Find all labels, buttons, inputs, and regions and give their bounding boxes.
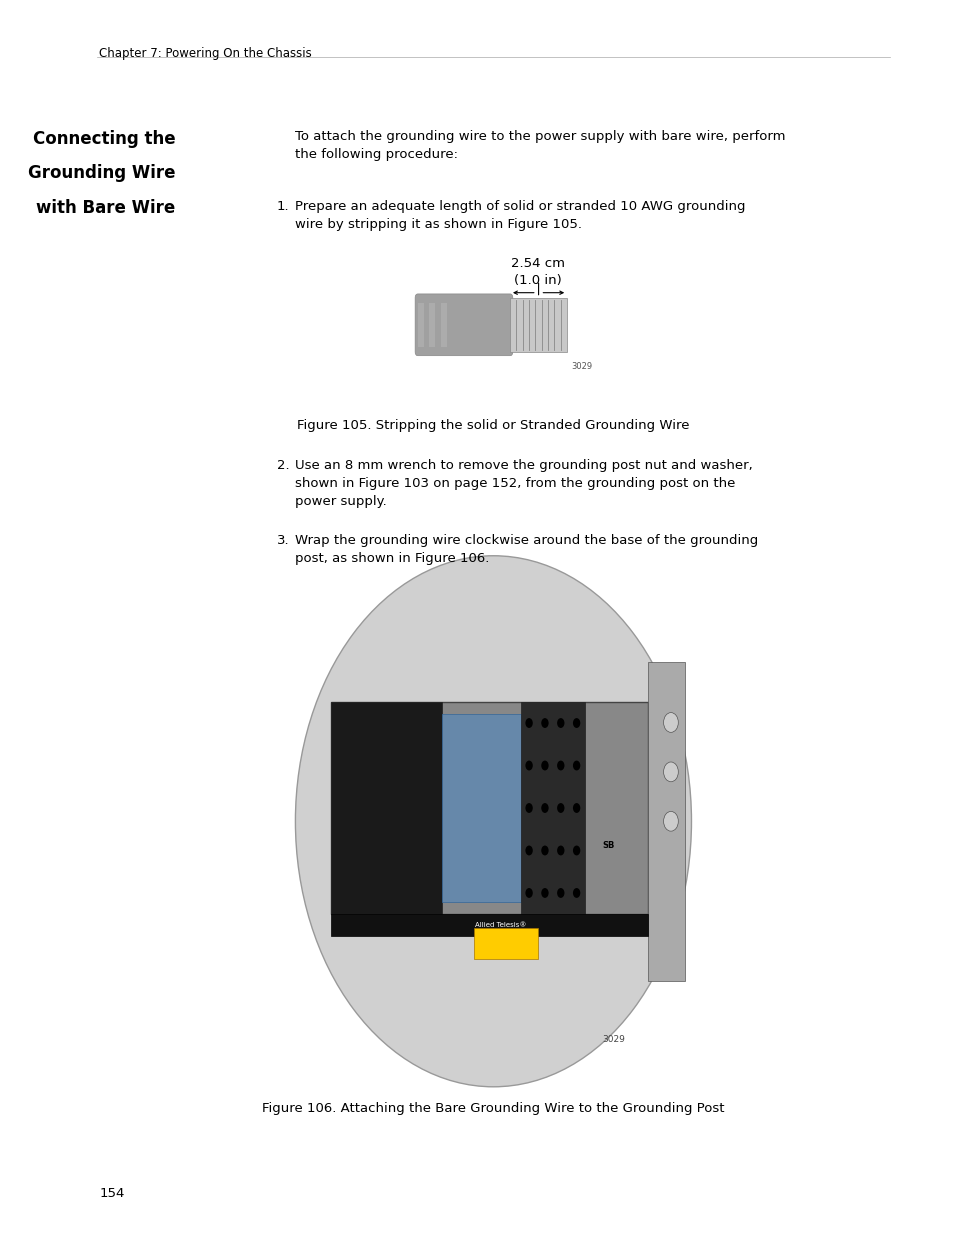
Circle shape <box>525 846 532 856</box>
Text: 154: 154 <box>99 1187 125 1200</box>
Text: Grounding Wire: Grounding Wire <box>29 164 175 183</box>
Circle shape <box>525 888 532 898</box>
Circle shape <box>557 888 564 898</box>
Circle shape <box>557 761 564 771</box>
Text: 2.: 2. <box>276 459 290 473</box>
Text: Figure 106. Attaching the Bare Grounding Wire to the Grounding Post: Figure 106. Attaching the Bare Grounding… <box>262 1102 724 1115</box>
Circle shape <box>525 718 532 727</box>
Bar <box>510 298 566 352</box>
Text: 2.54 cm: 2.54 cm <box>510 257 564 270</box>
Circle shape <box>573 761 579 771</box>
Text: 3.: 3. <box>276 534 290 547</box>
Circle shape <box>663 713 678 732</box>
Circle shape <box>525 761 532 771</box>
FancyBboxPatch shape <box>415 294 513 356</box>
Circle shape <box>573 803 579 813</box>
Circle shape <box>525 803 532 813</box>
Bar <box>331 701 441 914</box>
Text: Wrap the grounding wire clockwise around the base of the grounding
post, as show: Wrap the grounding wire clockwise around… <box>295 534 758 564</box>
Text: SB: SB <box>601 841 614 851</box>
Bar <box>331 914 647 936</box>
Bar <box>520 701 584 914</box>
Circle shape <box>663 762 678 782</box>
Text: 3029: 3029 <box>601 1035 624 1044</box>
Circle shape <box>540 846 548 856</box>
Text: Prepare an adequate length of solid or stranded 10 AWG grounding
wire by strippi: Prepare an adequate length of solid or s… <box>295 200 745 231</box>
Text: Use an 8 mm wrench to remove the grounding post nut and washer,
shown in Figure : Use an 8 mm wrench to remove the groundi… <box>295 459 752 509</box>
Bar <box>331 701 647 914</box>
Text: (1.0 in): (1.0 in) <box>514 274 561 288</box>
Circle shape <box>557 803 564 813</box>
Circle shape <box>573 888 579 898</box>
Circle shape <box>540 718 548 727</box>
Circle shape <box>573 846 579 856</box>
Text: with Bare Wire: with Bare Wire <box>36 199 175 217</box>
Circle shape <box>295 556 691 1087</box>
Circle shape <box>540 761 548 771</box>
Bar <box>417 303 423 347</box>
Circle shape <box>663 811 678 831</box>
Bar <box>647 662 684 981</box>
Circle shape <box>557 718 564 727</box>
Bar <box>440 303 446 347</box>
Bar <box>429 303 435 347</box>
Text: Chapter 7: Powering On the Chassis: Chapter 7: Powering On the Chassis <box>99 47 312 61</box>
Circle shape <box>557 846 564 856</box>
Text: Figure 105. Stripping the solid or Stranded Grounding Wire: Figure 105. Stripping the solid or Stran… <box>297 419 689 432</box>
Text: Allied Telesis®: Allied Telesis® <box>475 923 526 929</box>
Bar <box>441 714 520 902</box>
Text: Connecting the: Connecting the <box>33 130 175 148</box>
Bar <box>473 929 537 960</box>
Circle shape <box>540 888 548 898</box>
Text: 1.: 1. <box>276 200 290 214</box>
Text: 3029: 3029 <box>571 362 592 370</box>
Text: To attach the grounding wire to the power supply with bare wire, perform
the fol: To attach the grounding wire to the powe… <box>295 130 785 161</box>
Circle shape <box>573 718 579 727</box>
Circle shape <box>540 803 548 813</box>
